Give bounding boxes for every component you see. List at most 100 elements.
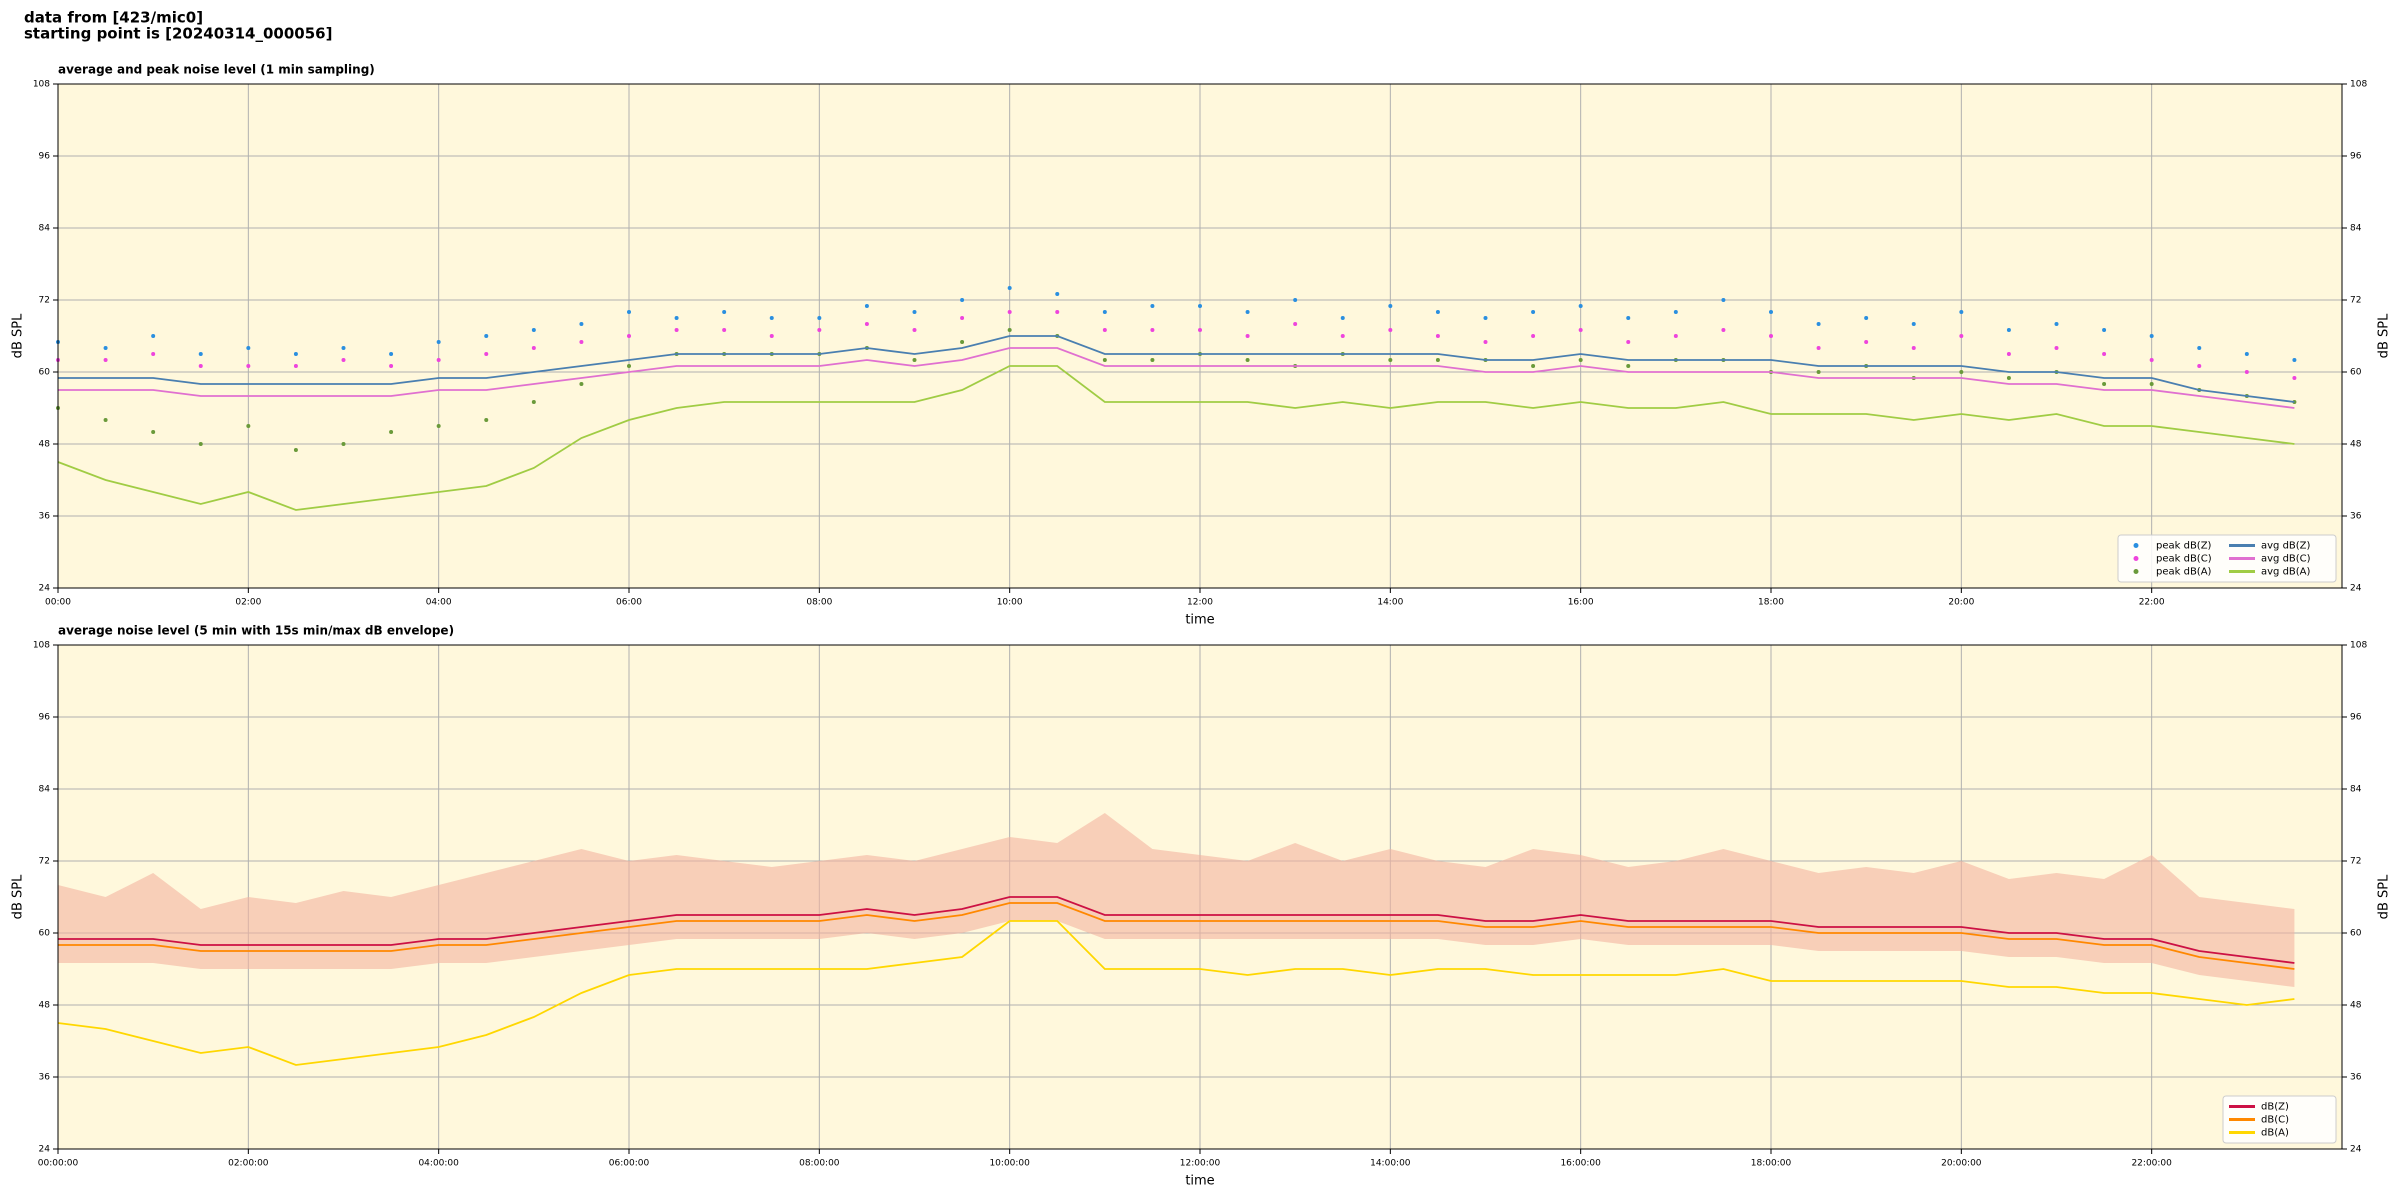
- peak-point: [627, 310, 631, 314]
- peak-point: [1435, 334, 1440, 338]
- peak-point: [151, 334, 156, 338]
- peak-point: [912, 310, 917, 314]
- peak-point: [341, 346, 346, 350]
- y-tick-label: 48: [39, 440, 51, 450]
- legend-label: dB(A): [2261, 1128, 2289, 1139]
- peak-point: [103, 346, 108, 350]
- peak-point: [246, 364, 251, 368]
- peak-point: [1435, 310, 1440, 314]
- peak-point: [436, 424, 441, 428]
- peak-point: [912, 328, 917, 332]
- x-tick-label: 06:00:00: [609, 1159, 650, 1169]
- peak-point: [722, 310, 727, 314]
- peak-point: [341, 442, 346, 446]
- y-tick-label: 84: [39, 224, 51, 234]
- peak-point: [2197, 346, 2202, 350]
- x-tick-label: 08:00:00: [799, 1159, 840, 1169]
- y-tick-label: 108: [33, 80, 50, 90]
- peak-point: [817, 328, 822, 332]
- peak-point: [1769, 334, 1773, 338]
- peak-point: [864, 304, 869, 308]
- envelope-area: [58, 813, 2295, 987]
- x-tick-label: 20:00: [1948, 598, 1974, 608]
- legend-label: peak dB(C): [2156, 554, 2212, 565]
- peak-point: [2102, 382, 2107, 386]
- peak-point: [2149, 334, 2154, 338]
- peak-point: [1959, 370, 1964, 374]
- peak-point: [2054, 346, 2059, 350]
- peak-point: [246, 424, 251, 428]
- y-tick-label: 84: [39, 785, 51, 795]
- peak-point: [1150, 304, 1155, 308]
- x-axis-label: time: [1185, 613, 1214, 628]
- y-axis-label: dB SPL: [11, 874, 26, 919]
- y-tick-label: 60: [2350, 368, 2362, 378]
- y-tick-label: 60: [39, 368, 51, 378]
- legend-label: avg dB(C): [2261, 554, 2311, 565]
- x-tick-label: 10:00:00: [989, 1159, 1030, 1169]
- y-tick-label: 24: [2350, 584, 2362, 594]
- plot-frame: [57, 83, 2343, 589]
- peak-point: [1007, 310, 1012, 314]
- y-tick-label: 72: [2350, 296, 2361, 306]
- peak-point: [1911, 346, 1916, 350]
- peak-point: [1626, 316, 1631, 320]
- peak-point: [1388, 358, 1393, 362]
- peak-point: [1293, 322, 1298, 326]
- legend-label: peak dB(A): [2156, 567, 2212, 578]
- y-tick-label: 72: [2350, 857, 2361, 867]
- x-tick-label: 16:00: [1568, 598, 1594, 608]
- x-tick-label: 06:00: [616, 598, 642, 608]
- y-tick-label: 108: [2350, 80, 2367, 90]
- peak-point: [1483, 340, 1488, 344]
- x-tick-label: 02:00:00: [228, 1159, 269, 1169]
- peak-point: [531, 328, 536, 332]
- x-tick-label: 08:00: [806, 598, 832, 608]
- peak-point: [1578, 358, 1583, 362]
- legend-marker: [2133, 543, 2139, 548]
- peak-point: [1673, 310, 1678, 314]
- peak-point: [1102, 358, 1107, 362]
- peak-point: [1864, 316, 1869, 320]
- peak-point: [817, 316, 822, 320]
- peak-point: [674, 316, 679, 320]
- x-tick-label: 10:00: [997, 598, 1023, 608]
- y-tick-label: 36: [39, 1073, 51, 1083]
- peak-point: [2149, 358, 2154, 362]
- peak-point: [103, 418, 108, 422]
- peak-point: [1055, 292, 1060, 296]
- peak-point: [864, 322, 869, 326]
- peak-point: [1578, 328, 1583, 332]
- y-tick-label: 84: [2350, 224, 2362, 234]
- x-tick-label: 14:00:00: [1370, 1159, 1411, 1169]
- x-tick-label: 04:00:00: [418, 1159, 459, 1169]
- peak-point: [1198, 304, 1202, 308]
- peak-point: [2006, 328, 2011, 332]
- peak-point: [960, 298, 965, 302]
- peak-point: [198, 442, 203, 446]
- legend-marker: [2133, 569, 2139, 574]
- x-tick-label: 00:00: [45, 598, 71, 608]
- peak-point: [1388, 304, 1393, 308]
- peak-point: [151, 352, 156, 356]
- peak-point: [198, 352, 203, 356]
- peak-point: [1245, 334, 1250, 338]
- peak-point: [341, 358, 346, 362]
- peak-point: [1959, 310, 1964, 314]
- peak-point: [627, 334, 631, 338]
- y-tick-label: 48: [2350, 440, 2362, 450]
- peak-point: [722, 328, 727, 332]
- legend-label: dB(Z): [2261, 1102, 2289, 1113]
- peak-point: [1102, 328, 1107, 332]
- peak-point: [1673, 334, 1678, 338]
- peak-point: [960, 340, 965, 344]
- plot-frame: [57, 644, 2343, 1150]
- series-line: [57, 365, 2295, 511]
- peak-point: [1578, 304, 1583, 308]
- peak-point: [1150, 328, 1155, 332]
- peak-point: [198, 364, 203, 368]
- peak-point: [674, 328, 679, 332]
- series-line: [58, 902, 2295, 970]
- peak-point: [2102, 328, 2107, 332]
